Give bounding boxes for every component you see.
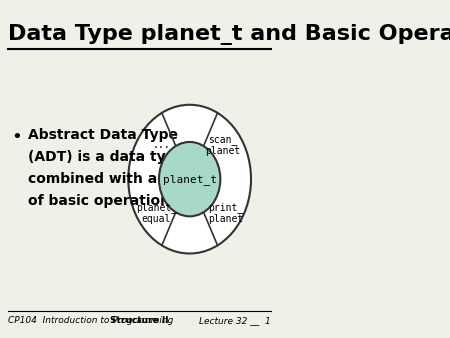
Circle shape [128,105,251,254]
Text: scan_
planet: scan_ planet [206,135,241,156]
Circle shape [159,142,220,216]
Text: Data Type planet_t and Basic Operations: Data Type planet_t and Basic Operations [9,24,450,45]
Text: of basic operations: of basic operations [28,194,178,208]
Text: (ADT) is a data type: (ADT) is a data type [28,150,185,164]
Text: planet_t: planet_t [162,174,216,185]
Text: Abstract Data Type: Abstract Data Type [28,128,178,142]
Text: CP104  Introduction to Programming: CP104 Introduction to Programming [9,316,174,325]
Text: Lecture 32 __  1: Lecture 32 __ 1 [199,316,270,325]
Text: combined with a set: combined with a set [28,172,186,186]
Text: planet_
equal: planet_ equal [135,202,177,224]
Text: •: • [11,128,22,146]
Text: Structure II: Structure II [110,316,169,325]
Text: print_
planet: print_ planet [208,202,243,224]
Text: ...: ... [153,140,171,150]
